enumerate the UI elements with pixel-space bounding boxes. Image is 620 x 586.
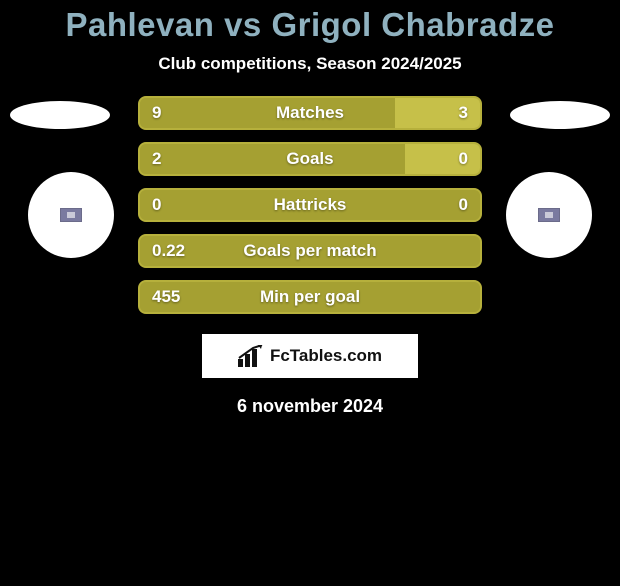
stat-row-left-value: 455 <box>152 282 180 312</box>
stat-row-label: Hattricks <box>140 190 480 220</box>
site-logo: FcTables.com <box>202 334 418 378</box>
stat-row: Hattricks0 0 <box>140 190 480 220</box>
title-player1: Pahlevan <box>65 6 214 43</box>
stat-row: Goals per match0.22 <box>140 236 480 266</box>
title-player2: Grigol Chabradze <box>271 6 554 43</box>
stat-row-left-value: 9 <box>152 98 161 128</box>
stat-row-label: Min per goal <box>140 282 480 312</box>
player2-marker-ellipse <box>510 101 610 129</box>
stat-row-label: Goals <box>140 144 480 174</box>
player1-flag-icon <box>60 208 82 222</box>
comparison-rows: Matches93Goals20Hattricks00Goals per mat… <box>140 98 480 328</box>
bar-chart-icon <box>238 345 264 367</box>
page-title: Pahlevan vs Grigol Chabradze <box>0 6 620 44</box>
player1-flag-circle <box>28 172 114 258</box>
date-text: 6 november 2024 <box>0 396 620 417</box>
logo-text: FcTables.com <box>270 346 382 366</box>
stat-row: Matches9 3 <box>140 98 480 128</box>
stat-row-left-value: 0.22 <box>152 236 185 266</box>
comparison-chart: Matches93Goals20Hattricks00Goals per mat… <box>0 98 620 318</box>
stat-row-left-value: 0 <box>152 190 161 220</box>
stat-row: Min per goal455 <box>140 282 480 312</box>
stat-row-label: Goals per match <box>140 236 480 266</box>
player2-flag-icon <box>538 208 560 222</box>
stat-row-right-value: 0 <box>459 190 468 220</box>
stat-row: Goals2 0 <box>140 144 480 174</box>
stat-row-right-value: 3 <box>459 98 468 128</box>
stat-row-right-value: 0 <box>459 144 468 174</box>
subtitle: Club competitions, Season 2024/2025 <box>0 54 620 74</box>
stat-row-label: Matches <box>140 98 480 128</box>
player1-marker-ellipse <box>10 101 110 129</box>
title-vs: vs <box>224 6 262 43</box>
player2-flag-circle <box>506 172 592 258</box>
stat-row-left-value: 2 <box>152 144 161 174</box>
